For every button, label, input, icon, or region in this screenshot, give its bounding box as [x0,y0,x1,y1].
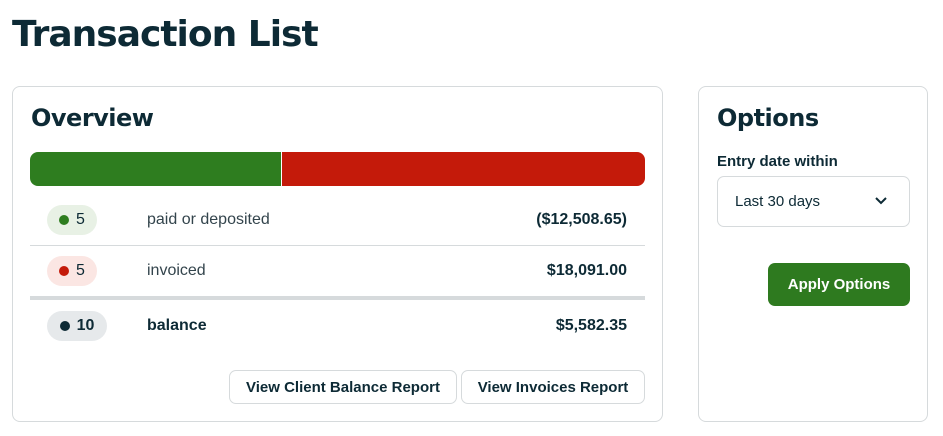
count-badge: 5 [47,256,97,286]
date-select[interactable]: Last 30 days [717,176,910,227]
bar-segment [281,152,645,186]
card-title: Overview [31,104,154,132]
amount: ($12,508.65) [536,211,627,228]
count-badge: 5 [47,205,97,235]
options-card: Options Entry date within Last 30 days A… [698,86,928,422]
amount: $18,091.00 [546,262,627,279]
amount: $5,582.35 [555,317,627,334]
chevron-icon [875,197,887,205]
separator [30,245,645,246]
bar-segment [30,152,282,186]
count-badge: 10 [47,311,107,341]
row-label: paid or deposited [147,211,270,228]
apply-button[interactable]: Apply Options [768,263,910,306]
card-title: Options [717,104,819,132]
dot [59,321,70,331]
row: 5 invoiced $18,091.00 [30,247,645,295]
amount-bar [30,152,645,186]
select-value: Last 30 days [735,193,821,210]
dot [59,266,70,276]
row-label: balance [147,317,207,334]
count: 5 [76,211,85,228]
count: 5 [76,262,85,279]
row-label: invoiced [147,262,206,279]
row: 5 paid or deposited ($12,508.65) [30,196,645,244]
balance-row: 10 balance $5,582.35 [30,302,645,350]
dot [59,215,70,225]
count: 10 [76,317,95,334]
separator [30,296,645,300]
overview-card: Overview [12,86,663,422]
page-title: Transaction List [12,14,319,55]
report-button[interactable]: View Client Balance Report [229,370,457,404]
field-label: Entry date within [717,153,838,170]
report-button[interactable]: View Invoices Report [461,370,645,404]
